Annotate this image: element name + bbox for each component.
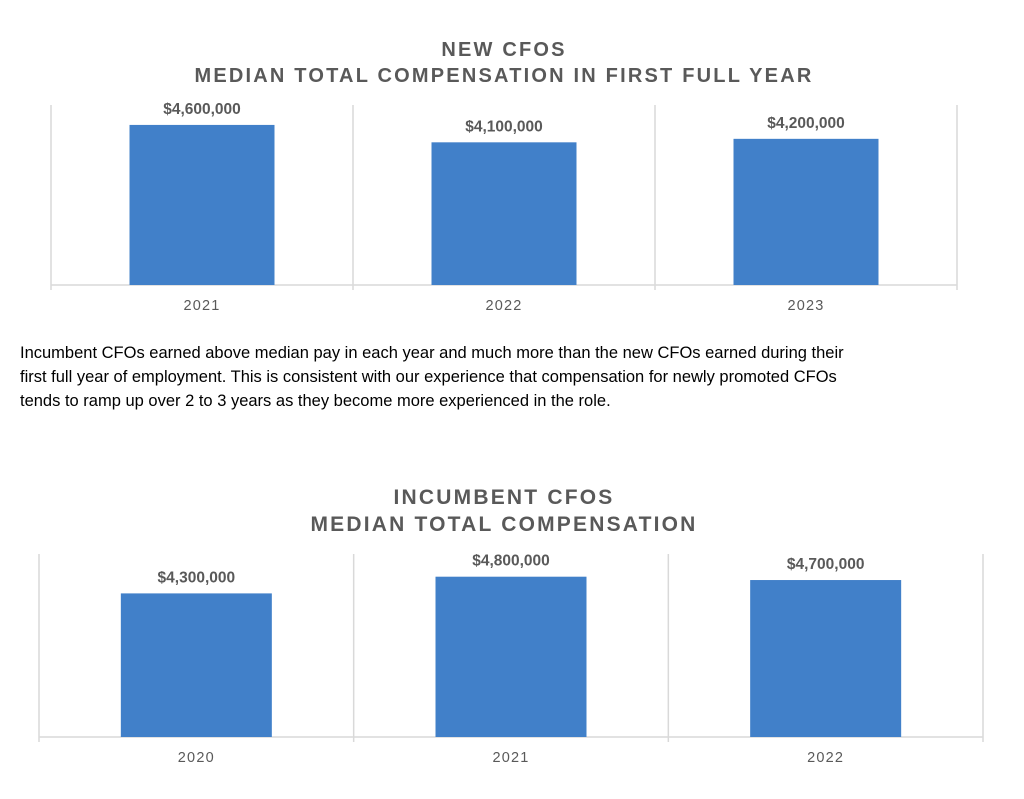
chart-title-line-2: MEDIAN TOTAL COMPENSATION IN FIRST FULL … [194,65,814,87]
data-label-2020: $4,300,000 [158,569,236,586]
paragraph-line: tends to ramp up over 2 to 3 years as th… [20,392,611,410]
data-label-2021: $4,600,000 [163,101,241,118]
bar-2020 [120,593,272,737]
bar-2021 [129,124,275,285]
chart-title-line-1: NEW CFOS [441,39,567,61]
x-tick-label-2022: 2022 [807,750,844,766]
data-label-2023: $4,200,000 [767,115,845,132]
data-label-2021: $4,800,000 [472,553,550,570]
data-label-2022: $4,100,000 [465,118,543,135]
chart-title-line-2: MEDIAN TOTAL COMPENSATION [310,513,698,536]
bar-2023 [733,138,879,285]
x-tick-label-2023: 2023 [787,298,824,314]
x-tick-label-2022: 2022 [485,298,522,314]
data-label-2022: $4,700,000 [787,556,865,573]
paragraph-line: first full year of employment. This is c… [20,368,837,386]
bar-2022 [431,142,577,285]
bar-2022 [750,580,902,737]
x-tick-label-2020: 2020 [178,750,215,766]
chart-title-new-cfos: NEW CFOS MEDIAN TOTAL COMPENSATION IN FI… [0,37,1008,89]
chart-title-incumbent-cfos: INCUMBENT CFOS MEDIAN TOTAL COMPENSATION [0,484,1008,538]
bar-2021 [435,576,587,737]
incumbent-cfos-bar-chart: $4,300,000 2020 $4,800,000 2021 $4,700,000 20… [38,553,984,766]
chart-title-line-1: INCUMBENT CFOS [393,486,615,509]
x-tick-label-2021: 2021 [183,298,220,314]
new-cfos-bar-chart: $4,600,000 2021 $4,100,000 2022 $4,200,000 20… [50,101,958,314]
x-tick-label-2021: 2021 [492,750,529,766]
commentary-paragraph: Incumbent CFOs earned above median pay i… [20,341,995,413]
paragraph-line: Incumbent CFOs earned above median pay i… [20,344,844,362]
